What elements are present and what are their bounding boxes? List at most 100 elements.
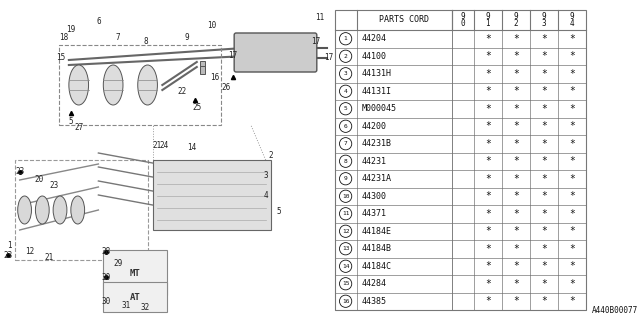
Text: *: * — [513, 121, 519, 131]
Text: 6: 6 — [96, 18, 100, 27]
Text: 23: 23 — [15, 167, 24, 177]
Text: *: * — [485, 34, 491, 44]
Text: *: * — [485, 279, 491, 289]
Text: *: * — [513, 296, 519, 306]
Text: 15: 15 — [56, 52, 66, 61]
Text: *: * — [513, 51, 519, 61]
Text: 30: 30 — [102, 298, 111, 307]
Text: *: * — [485, 244, 491, 254]
Text: *: * — [513, 226, 519, 236]
Text: 21: 21 — [45, 253, 54, 262]
Ellipse shape — [71, 196, 84, 224]
Text: *: * — [569, 226, 575, 236]
Text: *: * — [513, 209, 519, 219]
Text: *: * — [513, 261, 519, 271]
Text: 27: 27 — [74, 124, 83, 132]
Text: 23: 23 — [3, 251, 13, 260]
Text: 21: 21 — [153, 140, 162, 149]
Text: *: * — [485, 86, 491, 96]
Text: *: * — [569, 156, 575, 166]
Text: 5: 5 — [68, 117, 73, 126]
Text: *: * — [541, 69, 547, 79]
Text: 13: 13 — [342, 246, 349, 251]
Text: 18: 18 — [60, 33, 68, 42]
Text: 3: 3 — [263, 171, 268, 180]
Text: *: * — [485, 261, 491, 271]
Text: 8: 8 — [344, 159, 348, 164]
Text: *: * — [513, 86, 519, 96]
Text: 22: 22 — [177, 87, 187, 97]
Text: *: * — [541, 121, 547, 131]
Text: *: * — [541, 34, 547, 44]
Text: 5: 5 — [344, 106, 348, 111]
Text: *: * — [569, 209, 575, 219]
Text: *: * — [513, 34, 519, 44]
Ellipse shape — [53, 196, 67, 224]
Text: 11: 11 — [315, 13, 324, 22]
Text: PARTS CORD: PARTS CORD — [379, 15, 429, 25]
Text: 8: 8 — [143, 37, 148, 46]
Text: *: * — [569, 244, 575, 254]
Text: 24: 24 — [160, 140, 169, 149]
Text: 26: 26 — [221, 84, 231, 92]
Text: 14: 14 — [188, 143, 196, 153]
Text: 16: 16 — [342, 299, 349, 304]
Text: 10: 10 — [207, 20, 216, 29]
Bar — [200, 66, 205, 74]
Text: 44184C: 44184C — [362, 262, 392, 271]
Text: 20: 20 — [35, 175, 44, 185]
Text: 4: 4 — [263, 190, 268, 199]
Text: *: * — [485, 51, 491, 61]
Text: 44300: 44300 — [362, 192, 387, 201]
Text: *: * — [569, 86, 575, 96]
Text: 44184E: 44184E — [362, 227, 392, 236]
Text: 44385: 44385 — [362, 297, 387, 306]
Text: 31: 31 — [122, 300, 131, 309]
Text: 17: 17 — [228, 51, 238, 60]
Text: 12: 12 — [342, 229, 349, 234]
Text: M000045: M000045 — [362, 104, 397, 113]
Text: AT: AT — [129, 292, 140, 301]
Text: 17: 17 — [324, 53, 333, 62]
Bar — [335, 10, 586, 310]
Text: *: * — [569, 139, 575, 149]
Text: 44204: 44204 — [362, 34, 387, 43]
Text: *: * — [485, 104, 491, 114]
Text: 29: 29 — [113, 260, 123, 268]
Text: 15: 15 — [342, 281, 349, 286]
Text: *: * — [485, 69, 491, 79]
Text: *: * — [513, 156, 519, 166]
Text: 11: 11 — [342, 211, 349, 216]
Text: *: * — [485, 139, 491, 149]
Ellipse shape — [69, 65, 88, 105]
Bar — [200, 61, 205, 69]
Text: *: * — [485, 156, 491, 166]
Text: *: * — [569, 121, 575, 131]
Text: 12: 12 — [25, 247, 34, 257]
Text: 7: 7 — [116, 33, 120, 42]
Text: *: * — [513, 139, 519, 149]
Text: *: * — [541, 174, 547, 184]
Text: 25: 25 — [192, 102, 202, 111]
Text: 9
0: 9 0 — [460, 12, 465, 28]
Text: 3: 3 — [344, 71, 348, 76]
Text: *: * — [513, 174, 519, 184]
Text: *: * — [569, 279, 575, 289]
Text: *: * — [541, 156, 547, 166]
Text: *: * — [485, 296, 491, 306]
Text: 44100: 44100 — [362, 52, 387, 61]
Text: 30: 30 — [102, 273, 111, 282]
Text: 44231A: 44231A — [362, 174, 392, 183]
Text: *: * — [485, 209, 491, 219]
Text: 16: 16 — [210, 74, 219, 83]
Text: *: * — [569, 296, 575, 306]
Text: 5: 5 — [276, 207, 281, 217]
Text: 17: 17 — [311, 37, 321, 46]
Ellipse shape — [138, 65, 157, 105]
Text: *: * — [541, 261, 547, 271]
Text: 28: 28 — [102, 247, 111, 257]
Text: *: * — [541, 104, 547, 114]
Text: *: * — [541, 296, 547, 306]
Text: *: * — [485, 174, 491, 184]
Text: 9: 9 — [344, 176, 348, 181]
